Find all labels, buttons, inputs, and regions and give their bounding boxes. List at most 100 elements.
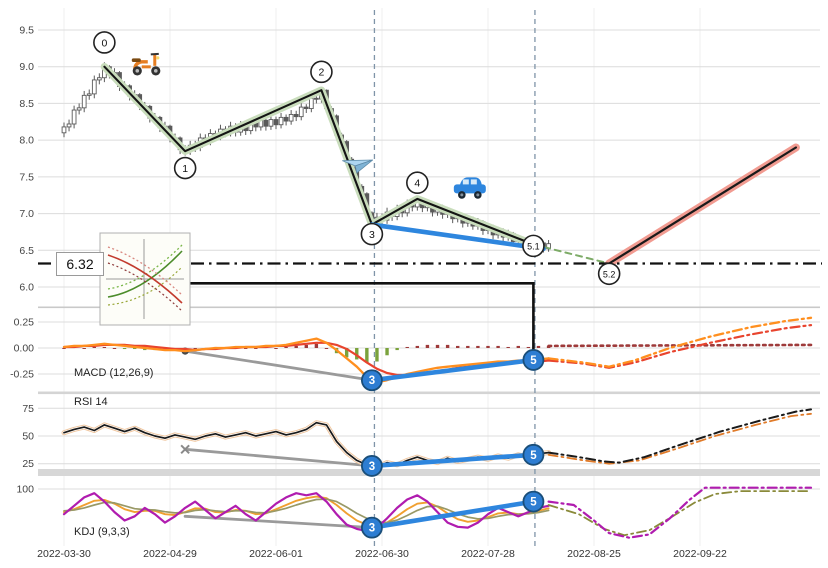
- wave-line-halo: [100, 62, 538, 249]
- kdj-j-line: [62, 492, 550, 533]
- wave-marker-0[interactable]: [93, 31, 116, 54]
- rsi-forecast-secondary: [547, 412, 812, 465]
- x-tick-label: 2022-06-30: [355, 548, 409, 560]
- price-projection-line: [607, 146, 798, 265]
- macd-histogram-bar: [355, 348, 359, 360]
- rsi-trend-start-x: [180, 444, 190, 455]
- candle-body: [96, 77, 102, 81]
- pattern-preview-curve: [107, 246, 183, 296]
- wave-marker-5.2[interactable]: [597, 262, 621, 286]
- car-icon[interactable]: [453, 177, 486, 199]
- y-tick-label: 6.5: [19, 245, 34, 257]
- macd-badge-3[interactable]: [361, 369, 383, 392]
- macd-badge-5[interactable]: [522, 349, 545, 371]
- kdj-badge-3[interactable]: [361, 516, 383, 539]
- y-tick-label: 100: [16, 484, 34, 496]
- kdj-badge-5-label: 5: [530, 497, 537, 509]
- macd-histogram-bar: [536, 345, 541, 348]
- wave-marker-label: 0: [101, 37, 107, 49]
- pattern-preview-thumbnail: [99, 232, 191, 326]
- y-tick-label: -0.25: [10, 369, 34, 381]
- y-tick-label: 50: [22, 431, 34, 443]
- macd-histogram-bar: [526, 346, 531, 348]
- kdj-badge-3-label: 3: [369, 523, 375, 535]
- macd-histogram-bar: [466, 345, 470, 348]
- kdj-badge-5[interactable]: [522, 490, 545, 513]
- panel-separator: [38, 469, 820, 476]
- candle-body: [288, 113, 294, 122]
- x-tick-label: 2022-04-29: [143, 548, 197, 560]
- y-tick-label: 8.0: [19, 135, 34, 147]
- candle-body: [278, 116, 284, 126]
- wave-projection-dashed: [532, 243, 611, 265]
- macd-histogram-bar: [375, 348, 379, 362]
- macd-panel-label: MACD (12,26,9): [74, 367, 154, 379]
- y-tick-label: 25: [22, 458, 34, 470]
- y-tick-label: 0.00: [14, 343, 35, 355]
- x-tick-label: 2022-07-28: [461, 548, 515, 560]
- y-tick-label: 9.0: [19, 61, 34, 73]
- macd-histogram-bar: [304, 344, 308, 348]
- panel-separator: [38, 306, 820, 309]
- panel-separator: [38, 391, 820, 395]
- macd-histogram-bar: [395, 348, 399, 351]
- macd-histogram-bar: [102, 346, 107, 348]
- wave-marker-label: 5.1: [527, 242, 540, 252]
- kdj-blue-trendline: [369, 499, 536, 530]
- rsi-panel-label: RSI 14: [74, 396, 108, 408]
- macd-histogram-bar: [344, 348, 349, 358]
- candle-body: [76, 107, 82, 111]
- macd-histogram-bar: [365, 348, 369, 363]
- wave-marker-label: 1: [182, 163, 188, 175]
- macd-histogram-bar: [486, 345, 490, 348]
- macd-histogram-bar: [112, 348, 117, 349]
- candle-body: [293, 113, 299, 118]
- macd-histogram-bar: [193, 348, 197, 349]
- candle-body: [263, 119, 269, 127]
- macd-blue-trendline: [369, 357, 536, 383]
- macd-histogram-bar: [496, 345, 500, 348]
- y-tick-label: 8.5: [19, 98, 34, 110]
- scooter-icon[interactable]: [131, 52, 161, 76]
- kdj-d-line: [63, 498, 550, 524]
- kdj-k-line: [63, 495, 550, 527]
- rsi-badge-3[interactable]: [361, 455, 383, 477]
- kdj-forecast: [547, 486, 813, 539]
- pattern-preview-curve: [107, 244, 183, 290]
- macd-badge-5-label: 5: [530, 355, 537, 367]
- rsi-blue-trendline: [369, 452, 536, 469]
- price-level-label: 6.32: [56, 252, 104, 276]
- rsi-badge-5-label: 5: [530, 450, 537, 462]
- candle-body: [71, 109, 77, 125]
- wave-marker-4[interactable]: [406, 171, 429, 195]
- wave-marker-5.1[interactable]: [522, 234, 545, 258]
- macd-histogram-bar: [62, 348, 66, 349]
- wave-marker-3[interactable]: [360, 222, 384, 246]
- macd-histogram-bar: [415, 345, 420, 348]
- macd-histogram-bar: [324, 348, 329, 349]
- candle-body: [308, 97, 314, 110]
- kdj-panel-label: KDJ (9,3,3): [74, 526, 130, 538]
- pattern-preview-curve: [107, 250, 183, 298]
- macd-histogram-bar: [476, 345, 480, 348]
- macd-histogram-bar: [244, 348, 248, 349]
- x-tick-label: 2022-03-30: [37, 548, 91, 560]
- macd-badge-3-label: 3: [369, 375, 375, 387]
- pattern-preview-curve: [107, 262, 183, 312]
- wave-marker-1[interactable]: [173, 156, 197, 180]
- y-tick-label: 75: [22, 403, 34, 415]
- wave-marker-label: 2: [319, 67, 325, 79]
- airplane-icon[interactable]: [340, 150, 373, 177]
- candle-body: [314, 97, 319, 100]
- x-tick-label: 2022-06-01: [249, 548, 303, 560]
- y-tick-label: 0.25: [14, 317, 35, 329]
- y-tick-label: 7.5: [19, 171, 34, 183]
- macd-histogram-bar: [132, 348, 137, 350]
- wave-marker-2[interactable]: [310, 60, 333, 84]
- rsi-badge-5[interactable]: [522, 443, 545, 466]
- candle-body: [273, 119, 279, 126]
- candle-body: [91, 79, 97, 95]
- rsi-gray-trendline: [183, 447, 374, 468]
- macd-histogram-bar: [405, 346, 409, 348]
